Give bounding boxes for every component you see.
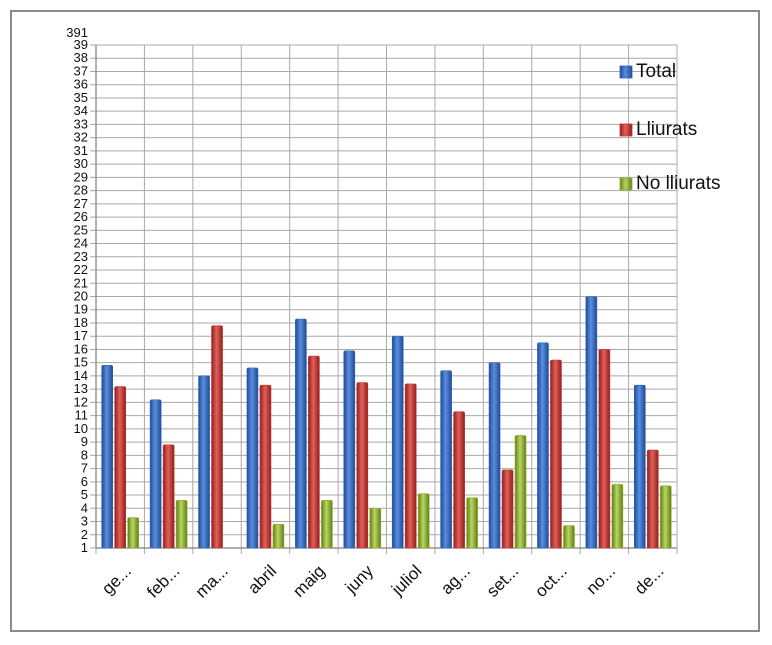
bar-lliurats	[404, 383, 417, 549]
y-tick-label: 17	[74, 328, 88, 343]
y-tick-label: 37	[74, 63, 88, 78]
y-tick-label: 35	[74, 90, 88, 105]
y-tick-label: 9	[81, 434, 88, 449]
y-tick-label: 32	[74, 130, 88, 145]
legend-label: Lliurats	[636, 119, 697, 140]
bar-total	[488, 362, 501, 549]
y-tick-label: 3	[81, 514, 88, 529]
y-tick-label: 36	[74, 77, 88, 92]
bar-total	[246, 367, 259, 549]
bar-lliurats	[114, 386, 127, 549]
y-tick-label: 18	[74, 315, 88, 330]
bar-lliurats	[550, 359, 562, 549]
legend-label: No lliurats	[636, 173, 720, 194]
y-tick-label: 5	[81, 487, 88, 502]
y-tick-label: 20	[74, 289, 88, 304]
y-tick-label: 22	[74, 262, 88, 277]
bar-lliurats	[453, 411, 465, 549]
y-tick-label: 39	[74, 37, 88, 52]
bar-no-lliurats	[369, 507, 382, 549]
y-tick-label: 11	[75, 408, 89, 423]
bar-lliurats	[598, 349, 611, 549]
bar-lliurats	[501, 469, 514, 549]
bar-no-lliurats	[466, 497, 478, 549]
bar-total	[149, 399, 162, 549]
y-tick-label-top: 391	[66, 25, 88, 40]
bar-no-lliurats	[272, 523, 285, 549]
bar-total	[343, 350, 356, 549]
bar-total	[440, 370, 452, 549]
bar-lliurats	[308, 355, 320, 549]
y-tick-label: 6	[81, 474, 88, 489]
x-tick-label: no...	[582, 561, 619, 598]
bar-lliurats	[356, 382, 369, 549]
x-tick-label: ag...	[437, 561, 474, 598]
y-tick-label: 28	[74, 183, 88, 198]
y-tick-label: 14	[74, 368, 88, 383]
bar-no-lliurats	[514, 435, 527, 549]
y-tick-label: 27	[74, 196, 88, 211]
x-tick-label: oct...	[531, 561, 570, 600]
bar-no-lliurats	[175, 500, 188, 549]
x-tick-label: abril	[244, 561, 280, 597]
legend-swatch	[619, 65, 633, 79]
y-tick-label: 10	[74, 421, 88, 436]
y-tick-label: 13	[74, 381, 88, 396]
x-tick-label: feb...	[143, 561, 183, 601]
x-tick-label: ge...	[98, 561, 135, 598]
bar-total	[101, 365, 114, 549]
x-tick-label: set...	[483, 561, 522, 600]
bar-no-lliurats	[417, 493, 430, 549]
bar-total	[633, 384, 646, 549]
bar-no-lliurats	[611, 484, 624, 549]
y-tick-label: 34	[74, 103, 88, 118]
y-tick-label: 23	[74, 249, 88, 264]
y-tick-label: 19	[74, 302, 88, 317]
bar-lliurats	[259, 384, 272, 549]
x-tick-label: juny	[341, 561, 378, 598]
y-tick-label: 2	[81, 527, 88, 542]
legend-label: Total	[636, 61, 676, 82]
y-tick-label: 25	[74, 222, 88, 237]
y-tick-label: 8	[81, 447, 88, 462]
bar-no-lliurats	[127, 517, 140, 549]
bar-total	[295, 318, 307, 549]
x-tick-label: ma...	[192, 561, 232, 601]
y-tick-label: 12	[74, 394, 88, 409]
y-tick-label: 33	[74, 116, 88, 131]
x-tick-label: de...	[631, 561, 668, 598]
y-tick-label: 38	[74, 50, 88, 65]
bar-total	[537, 342, 549, 549]
bar-lliurats	[211, 325, 223, 549]
y-tick-label: 21	[74, 275, 88, 290]
legend-swatch	[619, 123, 633, 137]
y-tick-label: 30	[74, 156, 88, 171]
legend-swatch	[619, 177, 633, 191]
bar-no-lliurats	[321, 500, 333, 549]
y-tick-label: 1	[81, 540, 88, 555]
bar-no-lliurats	[563, 525, 575, 549]
y-tick-label: 31	[74, 143, 88, 158]
bar-total	[585, 296, 598, 549]
y-tick-label: 7	[81, 461, 88, 476]
y-tick-label: 16	[74, 341, 88, 356]
x-tick-label: juliol	[387, 561, 425, 599]
y-tick-label: 4	[81, 500, 88, 515]
y-tick-label: 29	[74, 169, 88, 184]
bar-lliurats	[162, 444, 175, 549]
bar-total	[198, 375, 210, 549]
y-tick-label: 26	[74, 209, 88, 224]
y-tick-label: 15	[74, 355, 88, 370]
bar-no-lliurats	[659, 485, 672, 549]
bar-total	[391, 335, 404, 549]
x-tick-label: maig	[289, 561, 328, 600]
y-tick-label: 24	[74, 236, 88, 251]
bar-lliurats	[646, 449, 659, 549]
